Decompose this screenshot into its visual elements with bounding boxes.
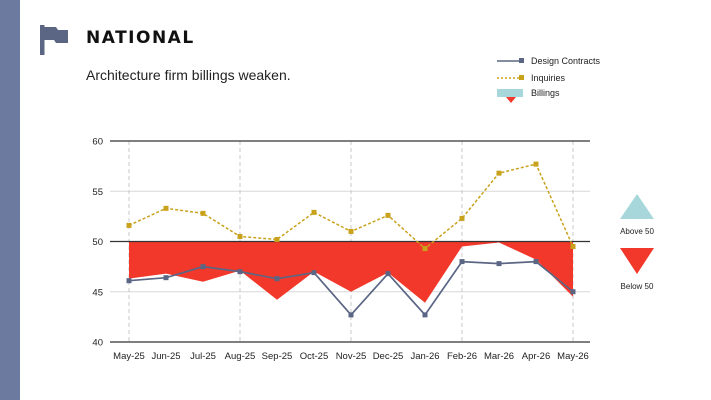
design-contracts-point-Jun-25 [163, 275, 169, 281]
legend-design-contracts-label: Design Contracts [531, 56, 601, 66]
legend-inquiries-marker [519, 75, 524, 80]
design-contracts-point-Jan-26 [422, 312, 428, 318]
x-tick-Jan-26: Jan-26 [410, 351, 439, 362]
y-tick-55: 55 [92, 187, 103, 198]
x-tick-Oct-25: Oct-25 [300, 351, 329, 362]
legend-design-contracts-marker [519, 58, 524, 63]
section-title: NATIONAL [86, 28, 195, 48]
x-tick-Jun-25: Jun-25 [151, 351, 180, 362]
inquiries-point-Mar-26 [496, 170, 502, 176]
inquiries-point-Jan-26 [422, 246, 428, 252]
below-50-triangle [620, 248, 654, 274]
side-accent-bar [0, 0, 20, 400]
design-contracts-point-Mar-26 [496, 261, 502, 267]
above-50-triangle [620, 194, 654, 219]
inquiries-point-Jun-25 [163, 205, 169, 211]
chart-subtitle: Architecture firm billings weaken. [86, 67, 291, 83]
design-contracts-point-Nov-25 [348, 312, 354, 318]
legend-billings-base [497, 89, 523, 97]
design-contracts-point-Sep-25 [274, 276, 280, 282]
x-tick-Feb-26: Feb-26 [447, 351, 477, 362]
billings-area [129, 241, 573, 303]
design-contracts-point-Aug-25 [237, 269, 243, 275]
x-tick-Dec-25: Dec-25 [373, 351, 404, 362]
inquiries-point-Aug-25 [237, 233, 243, 239]
x-tick-Nov-25: Nov-25 [336, 351, 367, 362]
x-tick-May-26: May-26 [557, 351, 589, 362]
inquiries-point-May-25 [126, 222, 132, 228]
legend-billings-below-swatch [506, 97, 516, 103]
design-contracts-point-Oct-25 [311, 270, 317, 276]
legend-inquiries-label: Inquiries [531, 73, 566, 83]
design-contracts-point-May-26 [570, 289, 576, 295]
x-tick-Jul-25: Jul-25 [190, 351, 216, 362]
design-contracts-point-Feb-26 [459, 259, 465, 265]
flag-icon [40, 25, 68, 55]
x-tick-Aug-25: Aug-25 [225, 351, 256, 362]
design-contracts-point-Apr-26 [533, 259, 539, 265]
inquiries-point-May-26 [570, 244, 576, 250]
above-50-label: Above 50 [620, 227, 654, 236]
y-tick-50: 50 [92, 237, 103, 248]
x-tick-May-25: May-25 [113, 351, 145, 362]
x-tick-Apr-26: Apr-26 [522, 351, 551, 362]
y-tick-60: 60 [92, 137, 103, 148]
inquiries-point-Dec-25 [385, 212, 391, 218]
y-tick-40: 40 [92, 338, 103, 349]
inquiries-point-Oct-25 [311, 209, 317, 215]
inquiries-point-Jul-25 [200, 210, 206, 216]
inquiries-point-Apr-26 [533, 161, 539, 167]
inquiries-point-Feb-26 [459, 215, 465, 221]
design-contracts-point-Dec-25 [385, 271, 391, 277]
design-contracts-point-May-25 [126, 278, 132, 284]
design-contracts-point-Jul-25 [200, 264, 206, 270]
inquiries-point-Sep-25 [274, 236, 280, 242]
y-tick-45: 45 [92, 287, 103, 298]
below-50-label: Below 50 [621, 282, 654, 291]
inquiries-point-Nov-25 [348, 228, 354, 234]
legend-billings-label: Billings [531, 88, 560, 98]
x-tick-Sep-25: Sep-25 [262, 351, 293, 362]
x-tick-Mar-26: Mar-26 [484, 351, 514, 362]
